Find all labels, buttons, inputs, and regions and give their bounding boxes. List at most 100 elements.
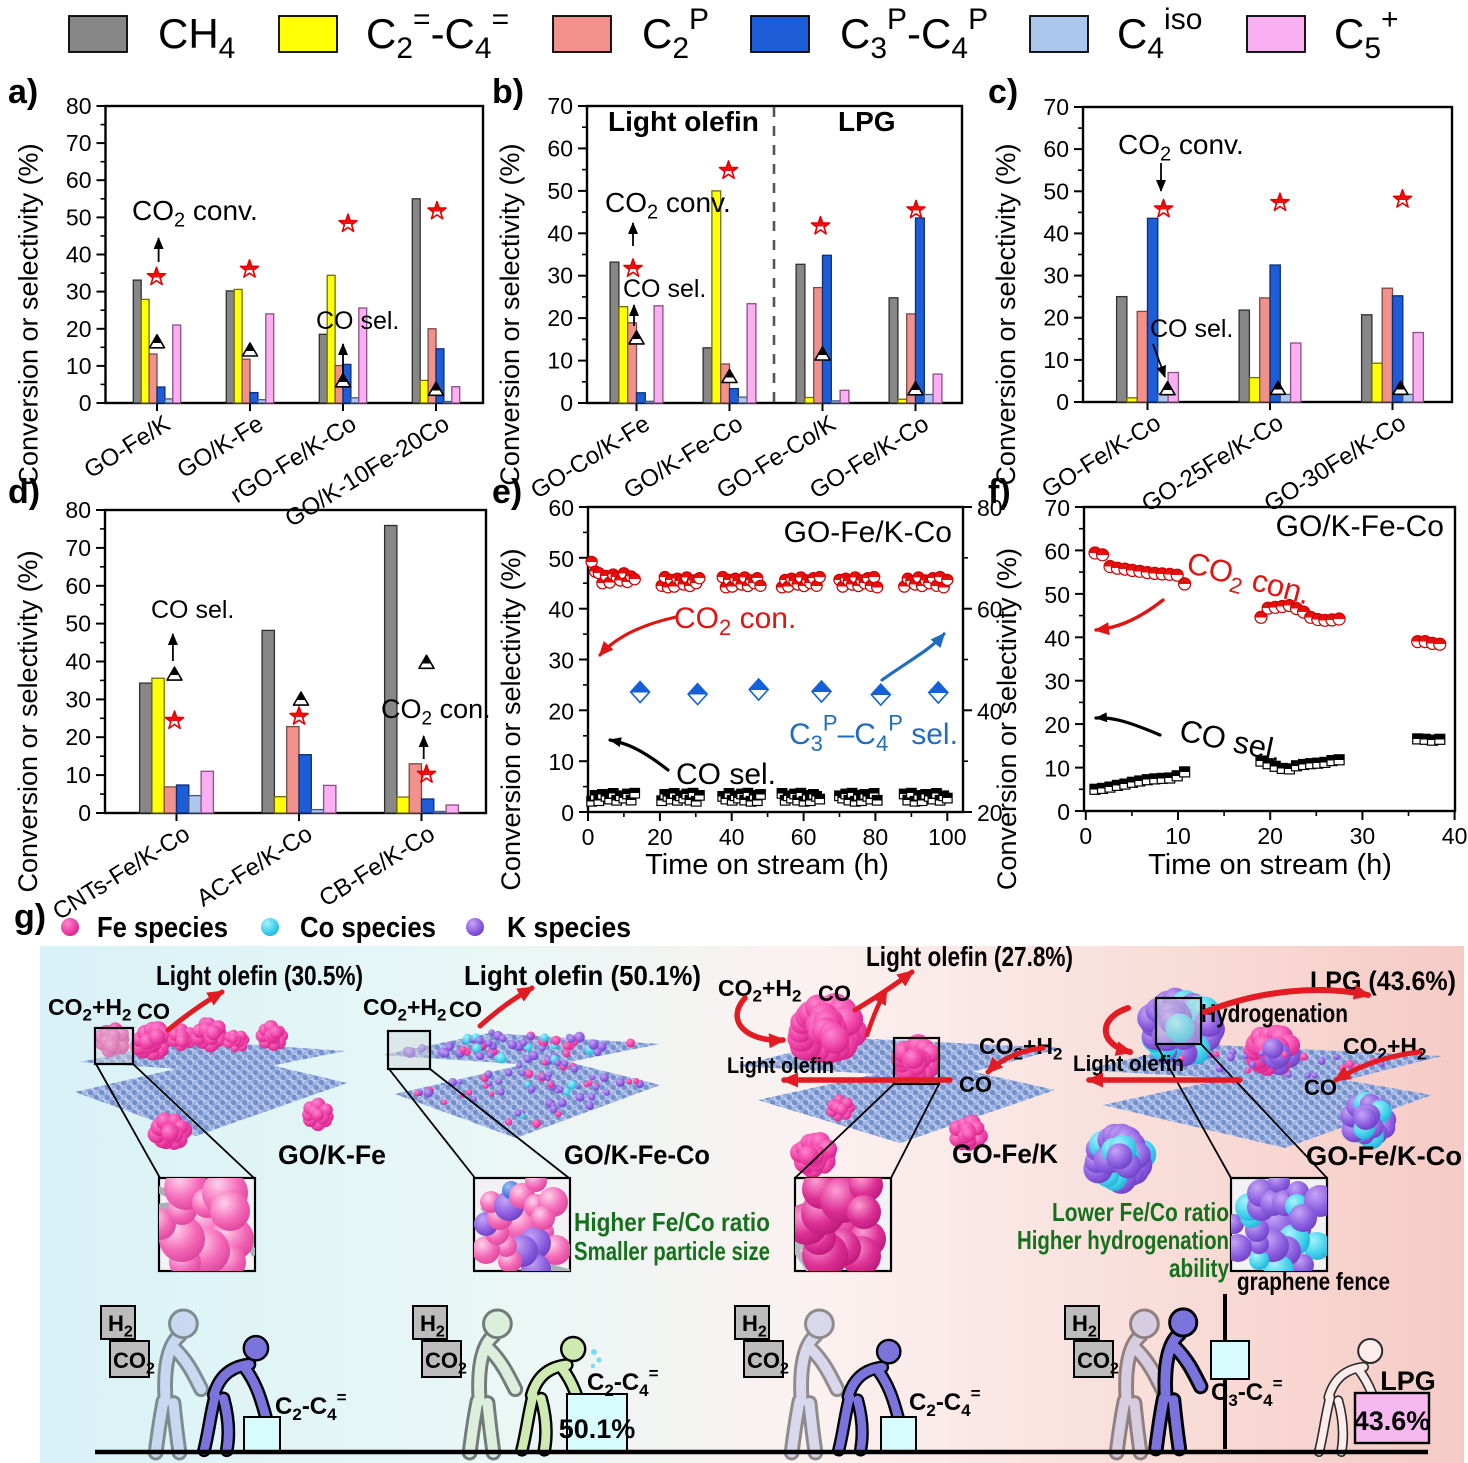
- svg-text:CO: CO: [959, 1072, 992, 1097]
- svg-text:80: 80: [66, 93, 92, 119]
- svg-text:C2P: C2P: [642, 3, 709, 65]
- svg-text:AC-Fe/K-Co: AC-Fe/K-Co: [192, 820, 317, 912]
- svg-text:30: 30: [1043, 263, 1069, 289]
- svg-text:10: 10: [548, 749, 574, 775]
- svg-text:Conversion or selectivity (%): Conversion or selectivity (%): [14, 143, 44, 485]
- svg-text:GO/K-Fe-Co: GO/K-Fe-Co: [1276, 510, 1444, 543]
- svg-text:40: 40: [1043, 220, 1069, 246]
- svg-text:CO sel.: CO sel.: [1150, 315, 1233, 343]
- svg-text:C2=-C4=: C2=-C4=: [366, 3, 509, 65]
- svg-text:C3P-C4P: C3P-C4P: [840, 3, 988, 65]
- svg-text:CO sel.: CO sel.: [1177, 713, 1285, 769]
- svg-text:40: 40: [65, 649, 91, 675]
- svg-text:60: 60: [548, 495, 574, 521]
- svg-text:50: 50: [1043, 178, 1069, 204]
- svg-text:CO2 con.: CO2 con.: [1182, 545, 1314, 617]
- svg-text:40: 40: [1442, 823, 1468, 849]
- svg-text:Light olefin (30.5%): Light olefin (30.5%): [156, 960, 363, 991]
- svg-text:60: 60: [1044, 538, 1070, 564]
- svg-text:CH4: CH4: [158, 10, 235, 65]
- svg-text:0: 0: [1056, 389, 1069, 415]
- svg-text:80: 80: [863, 824, 889, 850]
- svg-text:10: 10: [66, 353, 92, 379]
- svg-text:CO2+H2: CO2+H2: [363, 994, 446, 1025]
- svg-text:20: 20: [1044, 712, 1070, 738]
- svg-text:GO-Fe/K-Co: GO-Fe/K-Co: [784, 516, 952, 549]
- svg-text:30: 30: [1350, 823, 1376, 849]
- svg-text:60: 60: [66, 167, 92, 193]
- svg-text:CO2+H2: CO2+H2: [718, 975, 801, 1006]
- svg-text:CO sel.: CO sel.: [676, 758, 776, 791]
- svg-text:CO: CO: [818, 981, 851, 1006]
- svg-text:CO sel.: CO sel.: [623, 275, 706, 303]
- svg-text:C5+: C5+: [1334, 3, 1399, 65]
- svg-text:10: 10: [1044, 756, 1070, 782]
- svg-text:H2: H2: [742, 1311, 767, 1340]
- svg-text:CO2: CO2: [747, 1348, 789, 1377]
- svg-text:0: 0: [560, 390, 573, 416]
- svg-text:Conversion or selectivity (%): Conversion or selectivity (%): [13, 550, 43, 892]
- svg-text:10: 10: [1165, 823, 1191, 849]
- svg-text:43.6%: 43.6%: [1354, 1406, 1431, 1436]
- svg-text:CO sel.: CO sel.: [316, 307, 399, 335]
- svg-text:10: 10: [65, 762, 91, 788]
- svg-text:CO2 conv.: CO2 conv.: [132, 195, 258, 232]
- svg-text:70: 70: [1044, 495, 1070, 521]
- svg-text:CO2+H2: CO2+H2: [979, 1033, 1062, 1064]
- svg-text:c): c): [988, 73, 1018, 111]
- svg-text:50: 50: [548, 546, 574, 572]
- svg-text:40: 40: [66, 242, 92, 268]
- svg-text:CO sel.: CO sel.: [151, 596, 234, 624]
- svg-text:70: 70: [65, 535, 91, 561]
- svg-text:GO-Fe/K-Co: GO-Fe/K-Co: [1306, 1141, 1462, 1171]
- svg-text:Co species: Co species: [300, 912, 436, 944]
- svg-text:20: 20: [647, 824, 673, 850]
- svg-text:0: 0: [79, 390, 92, 416]
- svg-text:CO2 conv.: CO2 conv.: [1118, 129, 1244, 166]
- svg-text:80: 80: [977, 495, 1003, 521]
- svg-text:20: 20: [547, 305, 573, 331]
- svg-text:CO: CO: [1304, 1075, 1337, 1100]
- svg-text:C3P–C4P sel.: C3P–C4P sel.: [789, 711, 958, 757]
- svg-text:Light olefin (27.8%): Light olefin (27.8%): [866, 941, 1073, 972]
- svg-text:Light olefin: Light olefin: [608, 106, 759, 137]
- svg-text:50: 50: [66, 204, 92, 230]
- svg-text:b): b): [492, 73, 524, 111]
- svg-text:60: 60: [547, 135, 573, 161]
- svg-text:Lower Fe/Co ratio: Lower Fe/Co ratio: [1052, 1197, 1229, 1227]
- svg-text:CO2: CO2: [1077, 1348, 1119, 1377]
- svg-text:Higher Fe/Co ratio: Higher Fe/Co ratio: [574, 1207, 770, 1237]
- svg-text:20: 20: [65, 724, 91, 750]
- svg-text:CO2: CO2: [113, 1348, 155, 1377]
- svg-text:50.1%: 50.1%: [559, 1414, 636, 1444]
- svg-text:LPG: LPG: [838, 106, 896, 137]
- svg-text:H2: H2: [420, 1311, 445, 1340]
- svg-text:GO/K-Fe-Co: GO/K-Fe-Co: [564, 1140, 710, 1170]
- svg-text:GO/K-10Fe-20Co: GO/K-10Fe-20Co: [280, 410, 454, 533]
- svg-text:Light olefin: Light olefin: [727, 1053, 834, 1078]
- svg-text:40: 40: [977, 698, 1003, 724]
- svg-text:C4iso: C4iso: [1117, 3, 1202, 65]
- svg-text:40: 40: [548, 597, 574, 623]
- svg-text:70: 70: [1043, 94, 1069, 120]
- svg-text:0: 0: [561, 800, 574, 826]
- svg-text:CO2: CO2: [425, 1348, 467, 1377]
- svg-text:CO2 con.: CO2 con.: [674, 602, 796, 640]
- svg-text:0: 0: [1079, 823, 1092, 849]
- svg-text:CO2 con.: CO2 con.: [381, 694, 491, 730]
- svg-text:H2: H2: [1072, 1311, 1097, 1340]
- svg-text:30: 30: [66, 279, 92, 305]
- svg-text:60: 60: [977, 597, 1003, 623]
- svg-text:70: 70: [66, 130, 92, 156]
- svg-text:20: 20: [1043, 305, 1069, 331]
- svg-text:Conversion or selectivity (%): Conversion or selectivity (%): [991, 143, 1021, 485]
- svg-text:50: 50: [1044, 582, 1070, 608]
- svg-text:Fe species: Fe species: [97, 912, 228, 944]
- svg-text:CO2 conv.: CO2 conv.: [605, 187, 731, 224]
- svg-text:e): e): [492, 473, 522, 511]
- svg-text:a): a): [8, 73, 38, 111]
- svg-text:graphene fence: graphene fence: [1237, 1268, 1390, 1296]
- svg-text:Conversion or selectivity (%): Conversion or selectivity (%): [495, 143, 525, 485]
- svg-text:K species: K species: [507, 912, 631, 944]
- svg-text:LPG: LPG: [1380, 1366, 1436, 1396]
